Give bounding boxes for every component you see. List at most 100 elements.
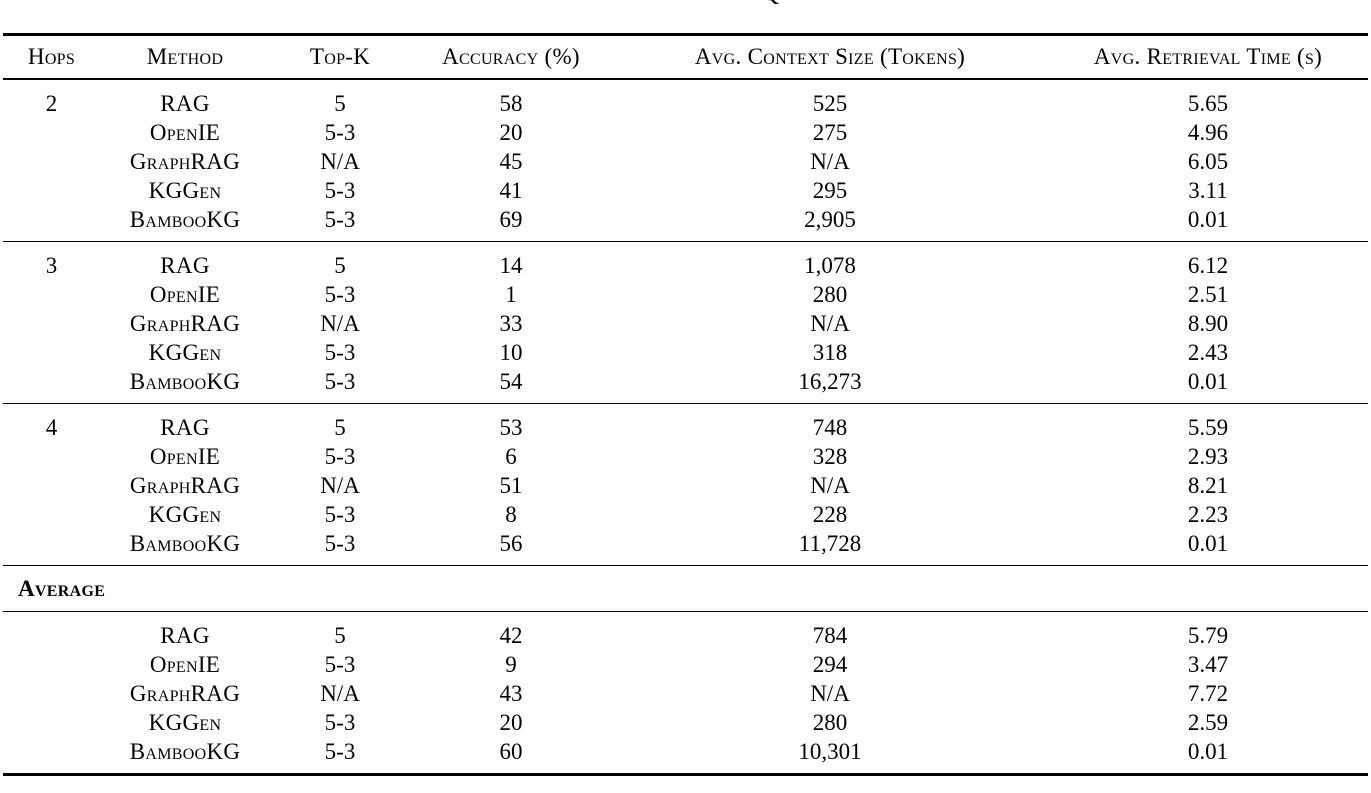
- cell-accuracy: 8: [505, 502, 517, 527]
- cell-retrieval_time: 6.05: [1187, 149, 1229, 174]
- cell-hops: [3, 612, 100, 651]
- cell-top_k: N/A: [320, 473, 360, 498]
- table-row: GraphRAG N/A 51 N/A 8.21: [3, 471, 1368, 500]
- cell-method: GraphRAG: [129, 473, 241, 498]
- cell-context_size: 275: [812, 120, 848, 145]
- cell-hops: [3, 529, 100, 566]
- cell-method: BambooKG: [129, 531, 241, 556]
- results-table: Hops Method Top-K Accuracy (%) Avg. Context …: [3, 33, 1368, 776]
- cell-method: BambooKG: [129, 207, 241, 232]
- cell-accuracy: 42: [499, 623, 523, 648]
- caption-fragment-text: Q: [761, 0, 779, 7]
- cell-hops: [3, 118, 100, 147]
- cell-retrieval_time: 0.01: [1187, 369, 1229, 394]
- table-row: 3 RAG 5 14 1,078 6.12: [3, 242, 1368, 281]
- cell-retrieval_time: 3.47: [1187, 652, 1229, 677]
- cell-top_k: 5-3: [324, 710, 356, 735]
- cell-context_size: 280: [812, 282, 848, 307]
- cell-top_k: 5-3: [324, 340, 356, 365]
- table-row: GraphRAG N/A 43 N/A 7.72: [3, 679, 1368, 708]
- cell-context_size: N/A: [810, 681, 850, 706]
- cell-context_size: 294: [812, 652, 848, 677]
- col-header-accuracy: Accuracy (%): [410, 34, 612, 80]
- cell-context_size: 748: [812, 415, 848, 440]
- cell-method: RAG: [160, 415, 210, 440]
- cell-retrieval_time: 0.01: [1187, 739, 1229, 764]
- cell-accuracy: 58: [499, 91, 523, 116]
- cell-method: RAG: [160, 91, 210, 116]
- cell-method: GraphRAG: [129, 311, 241, 336]
- cell-context_size: 11,728: [798, 531, 862, 556]
- table-row: BambooKG 5-3 60 10,301 0.01: [3, 737, 1368, 775]
- cell-context_size: N/A: [810, 149, 850, 174]
- cell-top_k: N/A: [320, 311, 360, 336]
- table-row: OpenIE 5-3 6 328 2.93: [3, 442, 1368, 471]
- cell-top_k: 5-3: [324, 531, 356, 556]
- cell-hops: [3, 176, 100, 205]
- cell-retrieval_time: 2.59: [1187, 710, 1229, 735]
- cell-context_size: 1,078: [804, 253, 856, 278]
- cell-retrieval_time: 6.12: [1187, 253, 1229, 278]
- cell-top_k: 5: [334, 91, 346, 116]
- cell-retrieval_time: 2.23: [1187, 502, 1229, 527]
- average-rows-group: RAG 5 42 784 5.79 OpenIE 5-3 9 294 3.47 GraphRAG N/…: [3, 612, 1368, 775]
- cell-accuracy: 6: [505, 444, 517, 469]
- cell-method: OpenIE: [149, 282, 221, 307]
- col-header-method: Method: [100, 34, 270, 80]
- cell-accuracy: 56: [499, 531, 523, 556]
- cell-top_k: 5: [334, 623, 346, 648]
- cell-hops: [3, 280, 100, 309]
- cell-top_k: 5: [334, 415, 346, 440]
- hops-group-3: 3 RAG 5 14 1,078 6.12 OpenIE 5-3 1 280 2.51 GraphRA…: [3, 242, 1368, 404]
- table-row: OpenIE 5-3 9 294 3.47: [3, 650, 1368, 679]
- cell-top_k: 5-3: [324, 178, 356, 203]
- cell-top_k: 5: [334, 253, 346, 278]
- cell-retrieval_time: 5.65: [1187, 91, 1229, 116]
- cell-context_size: 16,273: [798, 369, 862, 394]
- cell-hops: 3: [45, 253, 58, 278]
- hops-group-2: 2 RAG 5 58 525 5.65 OpenIE 5-3 20 275 4.96 GraphRAG…: [3, 79, 1368, 242]
- cell-top_k: 5-3: [324, 207, 356, 232]
- col-header-top_k: Top-K: [270, 34, 410, 80]
- cell-retrieval_time: 2.93: [1187, 444, 1229, 469]
- cell-method: OpenIE: [149, 652, 221, 677]
- cell-retrieval_time: 2.43: [1187, 340, 1229, 365]
- cell-accuracy: 54: [499, 369, 523, 394]
- table-row: OpenIE 5-3 20 275 4.96: [3, 118, 1368, 147]
- cell-top_k: 5-3: [324, 282, 356, 307]
- cell-top_k: 5-3: [324, 739, 356, 764]
- cell-method: KGGen: [148, 178, 222, 203]
- table-row: RAG 5 42 784 5.79: [3, 612, 1368, 651]
- cell-hops: [3, 708, 100, 737]
- cell-context_size: 318: [812, 340, 848, 365]
- cell-accuracy: 14: [499, 253, 523, 278]
- cell-retrieval_time: 2.51: [1187, 282, 1229, 307]
- average-section-label: Average: [18, 576, 106, 601]
- cell-accuracy: 41: [499, 178, 523, 203]
- cell-top_k: 5-3: [324, 120, 356, 145]
- cell-accuracy: 33: [499, 311, 523, 336]
- cell-accuracy: 51: [499, 473, 523, 498]
- cell-method: KGGen: [148, 502, 222, 527]
- cell-method: KGGen: [148, 710, 222, 735]
- cell-context_size: 525: [812, 91, 848, 116]
- cell-top_k: 5-3: [324, 444, 356, 469]
- cell-accuracy: 9: [505, 652, 517, 677]
- table-row: GraphRAG N/A 45 N/A 6.05: [3, 147, 1368, 176]
- cell-hops: 4: [45, 415, 58, 440]
- cell-retrieval_time: 0.01: [1187, 531, 1229, 556]
- cell-hops: [3, 737, 100, 775]
- cell-context_size: 10,301: [798, 739, 862, 764]
- header-row: Hops Method Top-K Accuracy (%) Avg. Context …: [3, 34, 1368, 80]
- cell-hops: [3, 147, 100, 176]
- cell-retrieval_time: 5.59: [1187, 415, 1229, 440]
- table-row: KGGen 5-3 10 318 2.43: [3, 338, 1368, 367]
- cell-accuracy: 43: [499, 681, 523, 706]
- cell-accuracy: 45: [499, 149, 523, 174]
- cell-context_size: 2,905: [804, 207, 856, 232]
- table-row: KGGen 5-3 41 295 3.11: [3, 176, 1368, 205]
- cell-hops: [3, 309, 100, 338]
- cell-hops: 2: [45, 91, 58, 116]
- cell-retrieval_time: 8.21: [1187, 473, 1229, 498]
- table-row: BambooKG 5-3 56 11,728 0.01: [3, 529, 1368, 566]
